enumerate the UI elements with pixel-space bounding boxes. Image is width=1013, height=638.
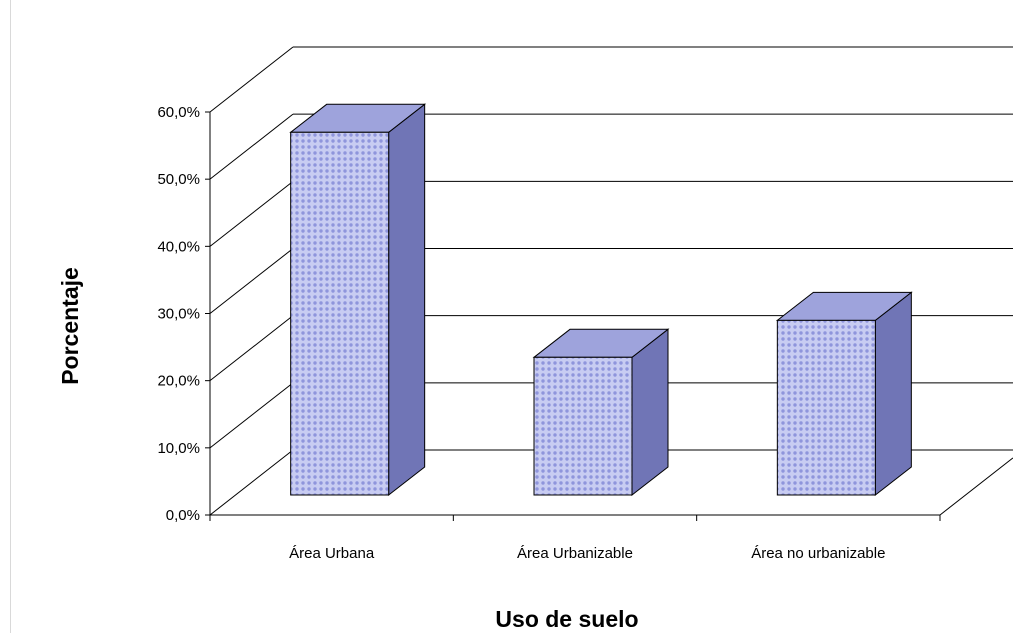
y-tick-label: 30,0% — [157, 306, 200, 323]
bar-side-face — [631, 328, 669, 497]
bars — [289, 103, 913, 497]
chart-frame-edge — [10, 0, 11, 633]
y-tick-label: 20,0% — [157, 373, 200, 390]
bar — [289, 103, 427, 497]
gridline-wall — [209, 46, 294, 113]
axes — [205, 111, 1013, 521]
bar-front-face — [776, 319, 876, 496]
bar-front-face — [533, 356, 633, 496]
y-tick-label: 60,0% — [157, 104, 200, 121]
gridline-wall — [209, 180, 294, 247]
gridline-wall — [209, 382, 294, 449]
y-tick-label: 50,0% — [157, 171, 200, 188]
bar — [532, 328, 670, 497]
y-axis-title: Porcentaje — [57, 267, 83, 385]
gridline-wall — [209, 113, 294, 180]
gridline-wall — [209, 248, 294, 314]
y-tick-label: 10,0% — [157, 440, 200, 457]
x-axis-title: Uso de suelo — [495, 606, 638, 632]
gridline-wall — [209, 315, 294, 382]
bar — [775, 291, 913, 497]
bar-front-face — [290, 131, 390, 496]
y-tick-label: 40,0% — [157, 238, 200, 255]
floor-edge — [939, 457, 1013, 516]
bar-side-face — [874, 291, 912, 497]
labels: 0,0% 10,0% 20,0% 30,0% 40,0% 50,0% 60,0% Área U… — [157, 104, 885, 562]
y-tick-label: 0,0% — [166, 507, 200, 524]
gridline-wall — [209, 449, 294, 516]
bar-side-face — [388, 103, 426, 497]
x-tick-label: Área Urbana — [289, 545, 375, 562]
x-tick-label: Área Urbanizable — [517, 545, 633, 562]
x-tick-label: Área no urbanizable — [751, 545, 885, 562]
